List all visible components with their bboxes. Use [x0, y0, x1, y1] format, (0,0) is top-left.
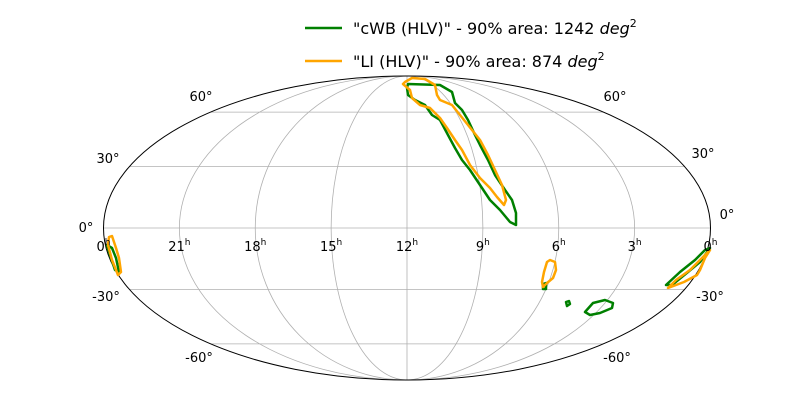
cwb-contour	[564, 299, 572, 308]
ra-tick-label: 18h	[244, 238, 266, 255]
cwb-contour	[583, 298, 615, 317]
legend: "cWB (HLV)" - 90% area: 1242 deg2 "LI (H…	[305, 17, 637, 71]
dec-tick-labels: 60° 60° 30° 30° 0° 0° -30° -30° -60° -60°	[79, 90, 735, 366]
dec-tick-label: -30°	[92, 290, 120, 305]
dec-tick-label: 60°	[189, 90, 212, 105]
dec-tick-label: 0°	[79, 221, 94, 236]
li-contour	[401, 76, 508, 207]
dec-tick-label: 30°	[96, 152, 119, 167]
cwb-contour	[664, 246, 712, 287]
ra-tick-labels: 0h 21h 18h 15h 12h 9h 6h 3h 0h	[97, 238, 718, 255]
ra-tick-label: 15h	[320, 238, 342, 255]
ra-tick-label: 0h	[704, 238, 718, 255]
li-contour	[106, 234, 123, 277]
li-contour	[666, 248, 712, 290]
li-contour	[540, 258, 558, 289]
cwb-contour	[405, 82, 518, 227]
grid-lines	[103, 75, 711, 381]
dec-tick-label: -60°	[603, 351, 631, 366]
dec-tick-label: -30°	[696, 290, 724, 305]
legend-label-cwb: "cWB (HLV)" - 90% area: 1242 deg2	[353, 17, 637, 38]
ra-tick-label: 21h	[168, 238, 190, 255]
sky-boundary	[103, 75, 711, 381]
dec-tick-label: 30°	[691, 147, 714, 162]
ra-tick-label: 3h	[628, 238, 642, 255]
ra-tick-label: 9h	[476, 238, 490, 255]
dec-tick-label: -60°	[185, 351, 213, 366]
ra-tick-label: 6h	[552, 238, 566, 255]
dec-tick-label: 0°	[720, 208, 735, 223]
legend-label-li: "LI (HLV)" - 90% area: 874 deg2	[353, 50, 605, 71]
ra-tick-label: 12h	[396, 238, 418, 255]
dec-tick-label: 60°	[603, 90, 626, 105]
